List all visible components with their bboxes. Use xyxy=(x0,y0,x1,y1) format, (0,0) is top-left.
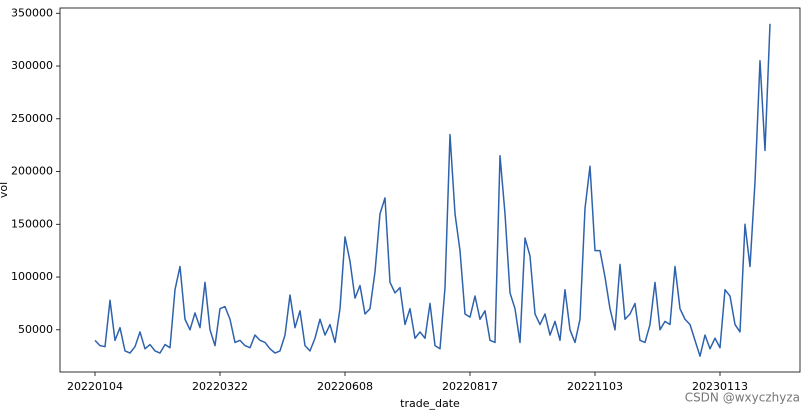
y-tick-label: 300000 xyxy=(11,59,53,72)
y-tick-label: 350000 xyxy=(11,6,53,19)
x-tick-label: 20220608 xyxy=(317,380,373,393)
y-tick-label: 150000 xyxy=(11,217,53,230)
y-tick-label: 100000 xyxy=(11,270,53,283)
x-tick-label: 20230113 xyxy=(692,380,748,393)
y-tick-label: 200000 xyxy=(11,165,53,178)
x-tick-label: 20220817 xyxy=(442,380,498,393)
x-tick-label: 20220322 xyxy=(192,380,248,393)
y-tick-label: 250000 xyxy=(11,112,53,125)
watermark: CSDN @wxyczhyza xyxy=(685,391,800,405)
x-tick-label: 20220104 xyxy=(67,380,123,393)
y-axis-label: vol xyxy=(0,182,10,198)
data-line xyxy=(94,23,771,357)
y-tick-label: 50000 xyxy=(18,323,53,336)
plot-frame xyxy=(59,7,801,373)
x-tick-label: 20221103 xyxy=(567,380,623,393)
x-axis-label: trade_date xyxy=(400,397,460,410)
